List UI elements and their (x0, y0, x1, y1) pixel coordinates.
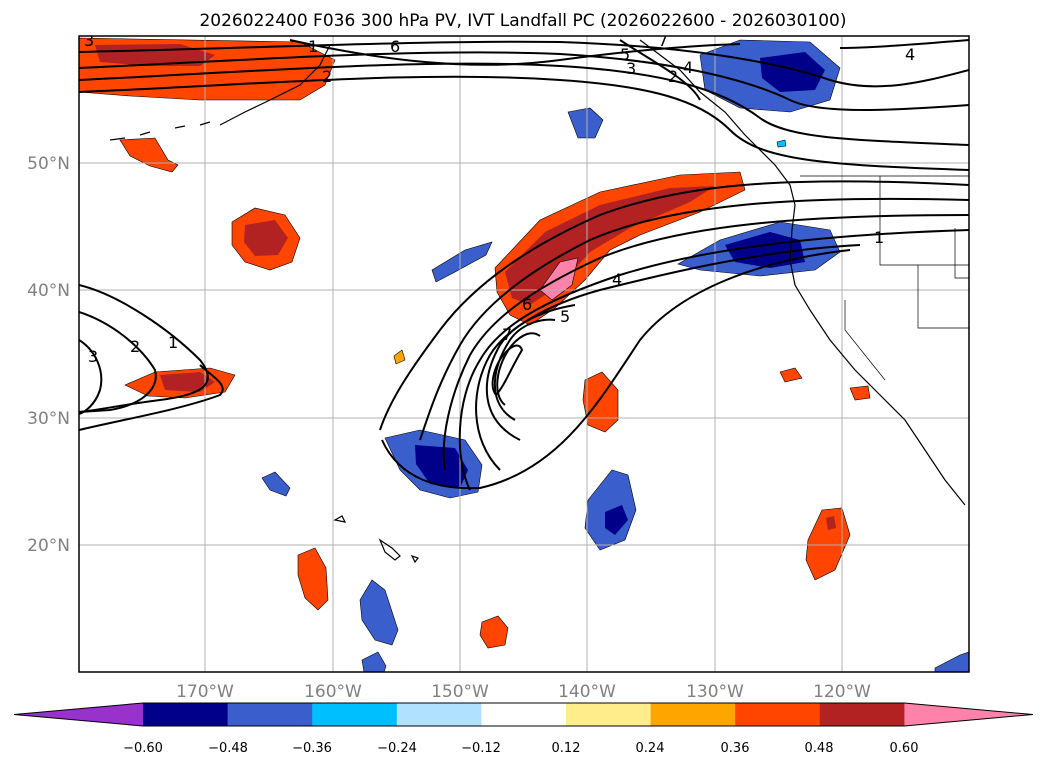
contour-label: 2 (322, 67, 332, 86)
colorbar-tick-labels: −0.60 −0.48 −0.36 −0.24 −0.12 0.12 0.24 … (123, 741, 918, 756)
negative-anomaly-region (261, 471, 291, 497)
coastlines (109, 39, 966, 564)
colorbar-segment (735, 703, 821, 726)
positive-anomaly-region (393, 349, 406, 365)
contour-labels: 1 2 3 4 5 6 7 1 2 3 4 5 6 7 1 2 3 4 (84, 31, 915, 366)
positive-anomaly-core (160, 372, 215, 392)
contour-label: 1 (874, 228, 884, 247)
colorbar-segment (143, 703, 229, 726)
lat-label: 50°N (27, 154, 70, 174)
colorbar-tick-label: 0.12 (552, 741, 581, 756)
negative-anomaly-core (760, 52, 825, 92)
map-frame (78, 35, 970, 673)
positive-anomaly-core (826, 516, 836, 530)
contour-label: 7 (502, 325, 512, 344)
contour-label: 3 (88, 347, 98, 366)
contour-label: 3 (626, 59, 636, 78)
contour-label: 2 (130, 337, 140, 356)
contour-label: 4 (612, 270, 622, 289)
map-background (79, 36, 969, 672)
colorbar-segment (650, 703, 736, 726)
negative-anomaly-core (605, 505, 628, 535)
colorbar-segment (819, 703, 905, 726)
colorbar-tick-label: −0.24 (377, 741, 417, 756)
colorbar-tick-label: 0.24 (636, 741, 665, 756)
colorbar-tick-label: −0.48 (208, 741, 248, 756)
contour-label: 5 (560, 307, 570, 326)
contour-label: 5 (620, 45, 630, 64)
lon-label: 120°W (813, 682, 871, 702)
positive-anomaly-core (244, 220, 288, 256)
colorbar-tick-label: 0.60 (890, 741, 919, 756)
colorbar-segment (396, 703, 482, 726)
contour-label: 7 (658, 31, 668, 50)
negative-anomaly-region (359, 579, 399, 646)
contour-label: 4 (905, 45, 915, 64)
ivt-contours (79, 39, 969, 491)
positive-anomaly-region (849, 385, 871, 401)
colorbar-segment (312, 703, 398, 726)
latitude-labels: 50°N 40°N 30°N 20°N (27, 154, 70, 556)
contour-label: 6 (390, 37, 400, 56)
map-panel: 1 2 3 4 5 6 7 1 2 3 4 5 6 7 1 2 3 4 (78, 31, 970, 673)
colorbar-tick-label: −0.12 (461, 741, 501, 756)
positive-anomaly-region (297, 547, 329, 611)
colorbar (13, 702, 1034, 727)
colorbar-tick-label: 0.48 (805, 741, 834, 756)
colorbar-tick-label: −0.60 (123, 741, 163, 756)
colorbar-tick-label: −0.36 (292, 741, 332, 756)
contour-label: 6 (522, 295, 532, 314)
positive-anomaly-region (479, 615, 509, 649)
pv-anomaly-fill (79, 37, 969, 672)
contour-label: 1 (168, 333, 178, 352)
negative-anomaly-region (567, 107, 604, 139)
negative-anomaly-region (431, 241, 493, 283)
contour-label: 1 (308, 37, 318, 56)
negative-anomaly-core (415, 445, 468, 488)
colorbar-extend-max (904, 703, 1033, 726)
lon-label: 140°W (558, 682, 616, 702)
contour-label: 2 (668, 67, 678, 86)
state-borders (800, 175, 969, 381)
figure-title: 2026022400 F036 300 hPa PV, IVT Landfall… (199, 11, 846, 31)
colorbar-extend-min (14, 703, 143, 726)
contour-label: 4 (683, 58, 693, 77)
colorbar-segment (566, 703, 652, 726)
positive-anomaly-region (779, 367, 803, 383)
lat-label: 20°N (27, 536, 70, 556)
colorbar-segment (227, 703, 313, 726)
colorbar-outline (13, 702, 1034, 727)
negative-anomaly-region (361, 651, 387, 672)
longitude-labels: 170°W 160°W 150°W 140°W 130°W 120°W (176, 682, 871, 702)
gridlines (79, 36, 969, 672)
lon-label: 130°W (686, 682, 744, 702)
colorbar-tick-label: 0.36 (721, 741, 750, 756)
lon-label: 170°W (176, 682, 234, 702)
lat-label: 40°N (27, 281, 70, 301)
lat-label: 30°N (27, 409, 70, 429)
negative-anomaly-region (776, 139, 787, 148)
lon-label: 160°W (304, 682, 362, 702)
lon-label: 150°W (431, 682, 489, 702)
contour-label: 3 (84, 31, 94, 50)
colorbar-segment (481, 703, 567, 726)
